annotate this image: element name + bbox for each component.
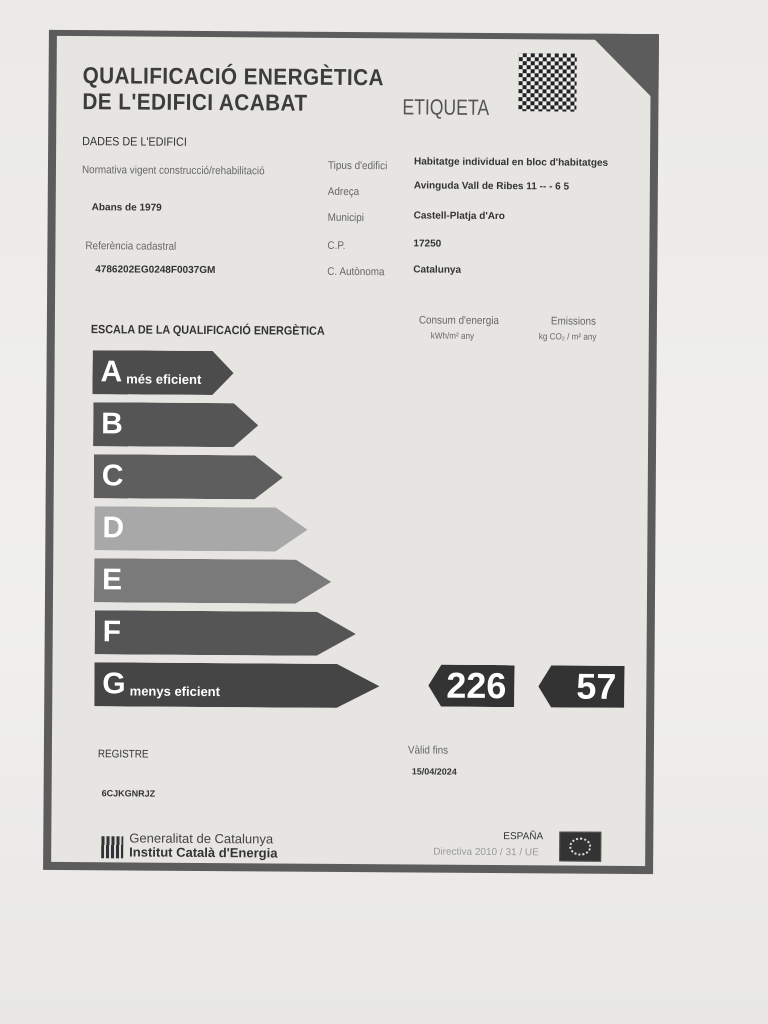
field-value: Habitatge individual en bloc d'habitatge… <box>413 156 609 169</box>
normativa-value: Abans de 1979 <box>91 202 162 214</box>
consum-rating-badge: 226 <box>428 665 514 708</box>
field-value: Avinguda Vall de Ribes 11 -- - 6 5 <box>413 180 570 193</box>
valid-value: 15/04/2024 <box>411 766 457 777</box>
qr-code-icon <box>518 53 577 112</box>
building-data-heading: DADES DE L'EDIFICI <box>82 134 187 149</box>
referencia-label: Referència cadastral <box>85 240 177 253</box>
field-label: Municipi <box>327 211 364 225</box>
emissions-label: Emissions <box>550 315 597 328</box>
class-letter: F <box>102 615 122 649</box>
class-text: menys eficient <box>129 682 221 699</box>
referencia-value: 4786202EG0248F0037GM <box>95 264 216 277</box>
field-label: C.P. <box>327 239 346 252</box>
scale-title: ESCALA DE LA QUALIFICACIÓ ENERGÈTICA <box>90 322 325 338</box>
title-line1: QUALIFICACIÓ ENERGÈTICA <box>82 62 385 91</box>
field-label: Adreça <box>327 185 360 199</box>
class-letter: E <box>101 563 123 597</box>
institute-name: Institut Català d'Energia <box>129 844 278 861</box>
valid-label: Vàlid fins <box>407 744 449 757</box>
directive: Directiva 2010 / 31 / UE <box>433 846 539 859</box>
class-text: més eficient <box>126 370 202 387</box>
energy-label-document: QUALIFICACIÓ ENERGÈTICA DE L'EDIFICI ACA… <box>43 29 659 875</box>
emissions-unit: kg CO₂ / m² any <box>538 331 597 342</box>
etiqueta-label: ETIQUETA <box>402 94 490 120</box>
energy-class-d: D <box>94 506 307 551</box>
consum-label: Consum d'energia <box>418 314 500 328</box>
eu-flag-icon <box>559 831 602 862</box>
country: ESPAÑA <box>503 831 544 843</box>
energy-class-c: C <box>94 454 283 499</box>
generalitat-logo-icon <box>101 836 124 859</box>
field-value: Catalunya <box>413 264 462 276</box>
field-label: C. Autònoma <box>327 265 385 279</box>
field-label: Tipus d'edifici <box>327 159 388 173</box>
field-value: Castell-Platja d'Aro <box>413 210 505 223</box>
class-letter: D <box>102 511 125 545</box>
consum-unit: kWh/m² any <box>430 330 475 341</box>
registre-value: 6CJKGNRJZ <box>101 788 156 799</box>
class-letter: B <box>101 407 123 441</box>
emissions-rating-badge: 57 <box>538 665 624 708</box>
title-line2: DE L'EDIFICI ACABAT <box>82 88 308 116</box>
energy-class-b: B <box>93 402 258 447</box>
class-letter: A <box>100 355 123 389</box>
class-letter: C <box>101 459 124 493</box>
field-value: 17250 <box>413 238 442 250</box>
energy-class-f: F <box>95 610 356 656</box>
normativa-label: Normativa vigent construcció/rehabilitac… <box>81 164 265 178</box>
class-letter: G <box>102 667 126 701</box>
registre-label: REGISTRE <box>97 748 149 761</box>
energy-class-e: E <box>94 558 331 604</box>
corner-decoration <box>588 33 659 105</box>
